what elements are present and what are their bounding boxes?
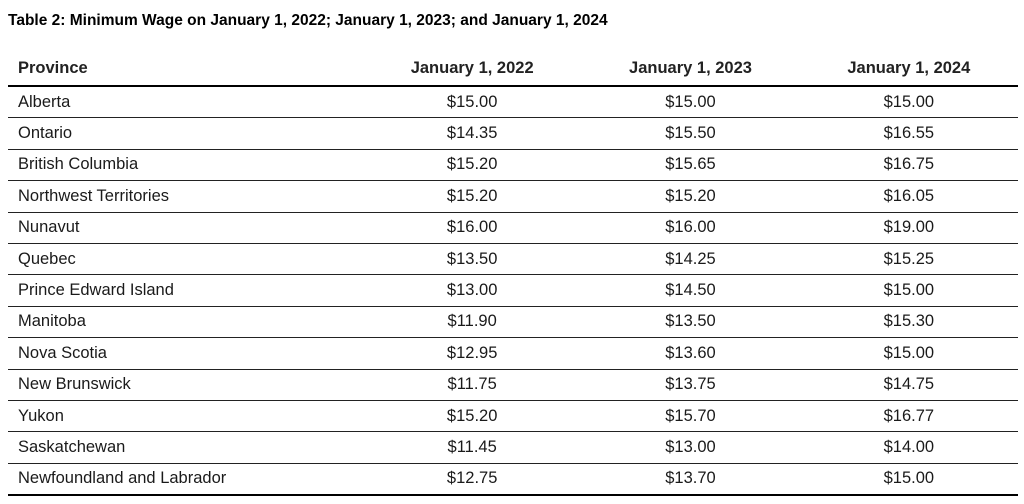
wage-cell: $16.00 — [581, 212, 800, 244]
wage-cell: $13.70 — [581, 463, 800, 497]
wage-cell: $14.75 — [799, 369, 1018, 401]
wage-cell: $16.77 — [799, 400, 1018, 433]
table-row: Newfoundland and Labrador $12.75 $13.70 $15… — [8, 463, 1018, 497]
province-cell: British Columbia — [8, 149, 363, 182]
province-cell: Yukon — [8, 400, 363, 433]
header-cell: Province — [8, 52, 363, 87]
table-row: Ontario $14.35 $15.50 $16.55 — [8, 117, 1018, 150]
table-row: New Brunswick $11.75 $13.75 $14.75 — [8, 369, 1018, 401]
wage-cell: $16.75 — [799, 149, 1018, 182]
wage-cell: $14.35 — [363, 117, 582, 150]
province-cell: Saskatchewan — [8, 431, 363, 464]
header-row: Province January 1, 2022 January 1, 2023 Ja… — [8, 52, 1018, 87]
wage-cell: $13.00 — [581, 431, 800, 464]
wage-cell: $15.70 — [581, 400, 800, 433]
wage-cell: $15.00 — [363, 86, 582, 119]
table-row: British Columbia $15.20 $15.65 $16.75 — [8, 149, 1018, 182]
wage-cell: $15.25 — [799, 243, 1018, 276]
header-cell: January 1, 2022 — [363, 52, 582, 87]
province-cell: Prince Edward Island — [8, 274, 363, 307]
table-body: Alberta $15.00 $15.00 $15.00 Ontario $14.35 $1… — [8, 86, 1018, 497]
wage-table: Province January 1, 2022 January 1, 2023 Ja… — [8, 52, 1018, 497]
wage-cell: $15.20 — [363, 149, 582, 182]
wage-cell: $14.50 — [581, 274, 800, 307]
wage-cell: $16.00 — [363, 212, 582, 244]
wage-cell: $15.00 — [799, 337, 1018, 370]
table-row: Nunavut $16.00 $16.00 $19.00 — [8, 212, 1018, 244]
header-cell: January 1, 2023 — [581, 52, 800, 87]
wage-cell: $15.30 — [799, 306, 1018, 339]
wage-cell: $15.20 — [363, 180, 582, 213]
wage-cell: $13.60 — [581, 337, 800, 370]
header-cell: January 1, 2024 — [799, 52, 1018, 87]
province-cell: Quebec — [8, 243, 363, 276]
table-row: Alberta $15.00 $15.00 $15.00 — [8, 86, 1018, 119]
wage-cell: $11.45 — [363, 431, 582, 464]
province-cell: Newfoundland and Labrador — [8, 463, 363, 497]
wage-cell: $15.20 — [363, 400, 582, 433]
table-row: Nova Scotia $12.95 $13.60 $15.00 — [8, 337, 1018, 370]
province-cell: Northwest Territories — [8, 180, 363, 213]
table-row: Prince Edward Island $13.00 $14.50 $15.00 — [8, 274, 1018, 307]
table-row: Quebec $13.50 $14.25 $15.25 — [8, 243, 1018, 276]
wage-cell: $11.75 — [363, 369, 582, 401]
wage-cell: $11.90 — [363, 306, 582, 339]
wage-cell: $15.65 — [581, 149, 800, 182]
wage-cell: $12.75 — [363, 463, 582, 497]
province-cell: Nunavut — [8, 212, 363, 244]
wage-cell: $13.00 — [363, 274, 582, 307]
wage-cell: $14.00 — [799, 431, 1018, 464]
wage-cell: $19.00 — [799, 212, 1018, 244]
wage-cell: $13.50 — [581, 306, 800, 339]
province-cell: Alberta — [8, 86, 363, 119]
wage-cell: $15.20 — [581, 180, 800, 213]
table-row: Manitoba $11.90 $13.50 $15.30 — [8, 306, 1018, 339]
table-row: Saskatchewan $11.45 $13.00 $14.00 — [8, 431, 1018, 464]
wage-cell: $16.05 — [799, 180, 1018, 213]
table-title: Table 2: Minimum Wage on January 1, 2022… — [8, 12, 608, 29]
table-header: Province January 1, 2022 January 1, 2023 Ja… — [8, 52, 1018, 87]
table-row: Northwest Territories $15.20 $15.20 $16.05 — [8, 180, 1018, 213]
province-cell: New Brunswick — [8, 369, 363, 401]
wage-cell: $12.95 — [363, 337, 582, 370]
wage-cell: $15.00 — [799, 463, 1018, 497]
wage-cell: $16.55 — [799, 117, 1018, 150]
province-cell: Nova Scotia — [8, 337, 363, 370]
wage-cell: $15.00 — [799, 86, 1018, 119]
wage-cell: $13.75 — [581, 369, 800, 401]
province-cell: Manitoba — [8, 306, 363, 339]
wage-cell: $13.50 — [363, 243, 582, 276]
wage-cell: $14.25 — [581, 243, 800, 276]
wage-cell: $15.00 — [799, 274, 1018, 307]
province-cell: Ontario — [8, 117, 363, 150]
table-row: Yukon $15.20 $15.70 $16.77 — [8, 400, 1018, 433]
wage-cell: $15.00 — [581, 86, 800, 119]
wage-cell: $15.50 — [581, 117, 800, 150]
